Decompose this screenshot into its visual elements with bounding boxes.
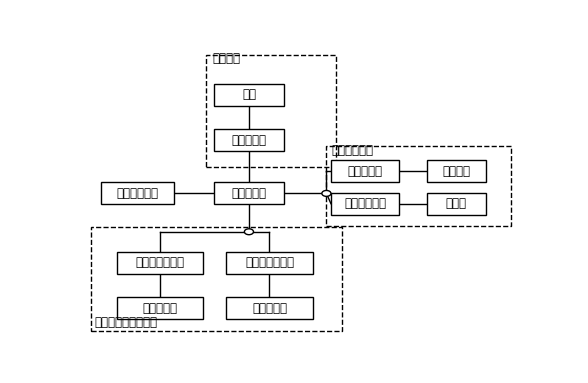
Text: 声音控制器: 声音控制器 bbox=[348, 165, 383, 178]
Bar bbox=[331, 160, 399, 182]
Bar bbox=[326, 146, 511, 226]
Text: 电源控制模块: 电源控制模块 bbox=[116, 187, 158, 200]
Bar bbox=[213, 129, 284, 151]
Circle shape bbox=[322, 190, 331, 196]
Bar bbox=[427, 193, 486, 215]
Text: 风机控制器: 风机控制器 bbox=[232, 134, 266, 147]
Text: 发声装置: 发声装置 bbox=[442, 165, 470, 178]
Text: 风机: 风机 bbox=[242, 88, 256, 101]
Bar bbox=[213, 182, 284, 205]
Text: 信号收集一分析模块: 信号收集一分析模块 bbox=[94, 316, 157, 329]
Bar bbox=[226, 252, 313, 274]
Bar bbox=[213, 83, 284, 106]
Bar bbox=[331, 193, 399, 215]
Bar bbox=[91, 228, 342, 331]
Text: 震动感应处理器: 震动感应处理器 bbox=[245, 256, 294, 269]
Bar bbox=[117, 297, 203, 319]
Text: 触摸感应处理器: 触摸感应处理器 bbox=[136, 256, 185, 269]
Text: 提示灯控制器: 提示灯控制器 bbox=[344, 197, 386, 210]
Bar bbox=[427, 160, 486, 182]
Bar bbox=[117, 252, 203, 274]
Circle shape bbox=[245, 229, 253, 235]
Text: 提示灯: 提示灯 bbox=[446, 197, 467, 210]
Bar bbox=[226, 297, 313, 319]
Text: 风机模块: 风机模块 bbox=[212, 52, 240, 65]
Text: 触摸感应器: 触摸感应器 bbox=[142, 302, 178, 315]
Bar bbox=[101, 182, 174, 205]
Bar bbox=[206, 55, 336, 167]
Text: 震动传感器: 震动传感器 bbox=[252, 302, 287, 315]
Text: 用户提醒模块: 用户提醒模块 bbox=[331, 144, 373, 157]
Text: 中央处理器: 中央处理器 bbox=[232, 187, 266, 200]
